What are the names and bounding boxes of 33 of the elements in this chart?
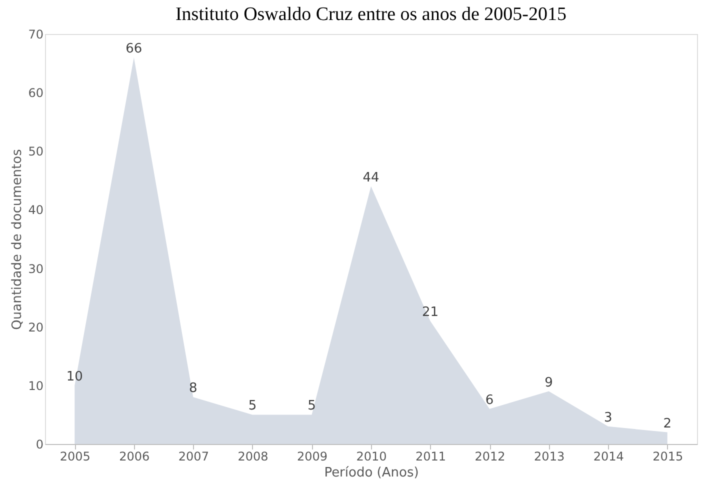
x-tick-label: 2015	[652, 450, 684, 464]
x-tick-label: 2008	[238, 450, 268, 464]
data-label: 5	[308, 398, 316, 414]
y-tick-label: 0	[36, 438, 44, 452]
x-axis-title: Período (Anos)	[324, 466, 419, 480]
y-tick-label: 70	[28, 28, 44, 42]
x-tick-label: 2014	[593, 450, 624, 464]
x-tick-label: 2005	[60, 450, 90, 464]
data-label: 8	[189, 381, 198, 396]
data-label: 5	[248, 398, 257, 414]
chart-title: Instituto Oswaldo Cruz entre os anos de 2005-2015	[175, 4, 567, 25]
y-tick-label: 30	[28, 262, 44, 276]
x-tick-label: 2011	[416, 450, 446, 464]
data-label: 6	[485, 392, 494, 408]
x-tick-label: 2012	[474, 450, 506, 464]
y-axis-title: Quantidade de documentos	[10, 148, 26, 330]
data-label: 10	[66, 369, 83, 384]
data-label: 66	[126, 41, 142, 56]
data-label: 3	[604, 410, 612, 426]
data-label: 9	[544, 375, 553, 390]
y-tick-label: 40	[28, 203, 44, 218]
y-tick-label: 10	[28, 378, 44, 393]
x-tick-label: 2013	[534, 450, 565, 464]
x-tick-label: 2007	[178, 450, 209, 464]
x-tick-label: 2010	[356, 450, 387, 464]
y-tick-label: 50	[28, 144, 44, 159]
data-label: 21	[422, 305, 439, 320]
y-tick-label: 60	[28, 86, 44, 100]
y-tick-label: 20	[28, 320, 44, 334]
x-tick-label: 2009	[296, 450, 328, 464]
x-tick-label: 2006	[119, 450, 150, 464]
data-label: 2	[663, 416, 672, 432]
data-label: 44	[362, 170, 380, 186]
